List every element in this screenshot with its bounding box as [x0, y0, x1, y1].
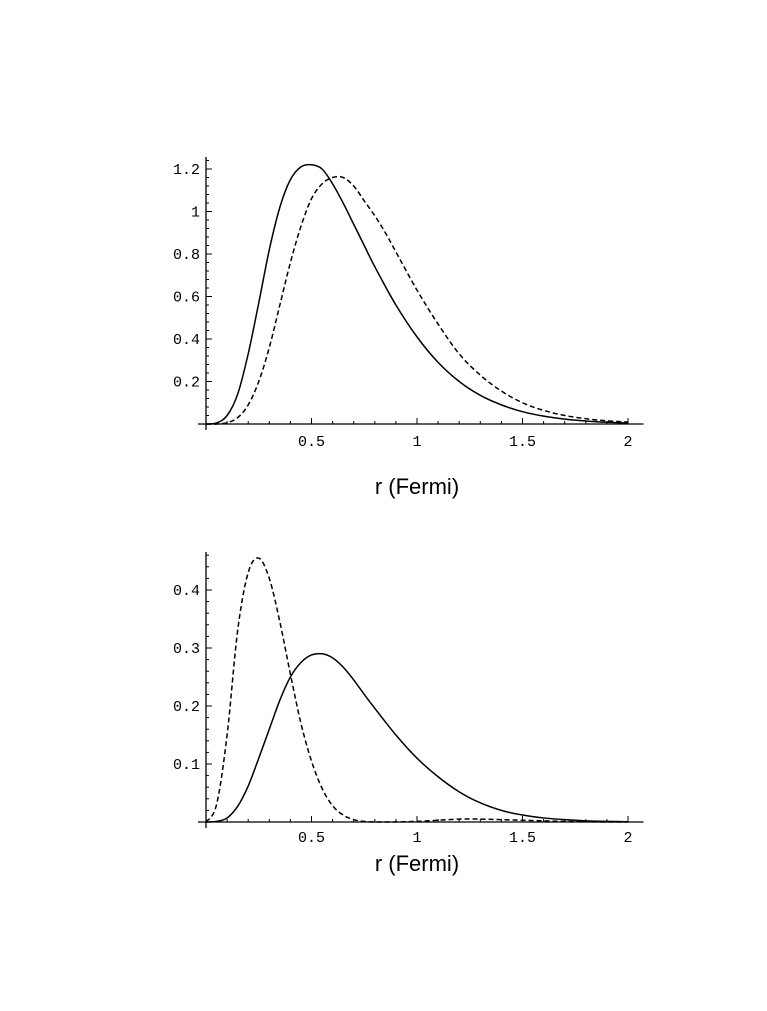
y-tick-label: 0.4 [173, 583, 200, 600]
x-tick-label: 1.5 [509, 830, 536, 847]
x-tick-label: 0.5 [298, 830, 325, 847]
chart-top-panel: 0.5 1 1.5 2 0.2 0.4 0.6 0.8 1 1.2 r (Fermi) [173, 157, 644, 499]
x-tick-label: 0.5 [298, 434, 325, 451]
y-tick-label: 0.8 [173, 247, 200, 264]
x-axis-title: r (Fermi) [375, 474, 459, 499]
y-tick-label: 0.2 [173, 699, 200, 716]
chart-bottom-panel: 0.5 1 1.5 2 0.1 0.2 0.3 0.4 r (Fermi) [173, 552, 644, 876]
x-tick-label: 1.5 [509, 434, 536, 451]
x-tick-label: 2 [623, 434, 632, 451]
dashed-series-line [205, 557, 629, 823]
solid-series-line [205, 163, 629, 425]
x-tick-label: 1 [412, 830, 421, 847]
y-tick-label: 1.2 [173, 162, 200, 179]
y-tick-label: 1 [191, 205, 200, 222]
dashed-series-line [205, 175, 629, 425]
y-tick-label: 0.4 [173, 332, 200, 349]
x-axis-title: r (Fermi) [375, 851, 459, 876]
solid-series-line [205, 652, 629, 823]
y-tick-label: 0.3 [173, 641, 200, 658]
y-tick-label: 0.6 [173, 290, 200, 307]
y-tick-label: 0.1 [173, 757, 200, 774]
y-tick-label: 0.2 [173, 375, 200, 392]
x-tick-label: 2 [623, 830, 632, 847]
x-tick-label: 1 [412, 434, 421, 451]
